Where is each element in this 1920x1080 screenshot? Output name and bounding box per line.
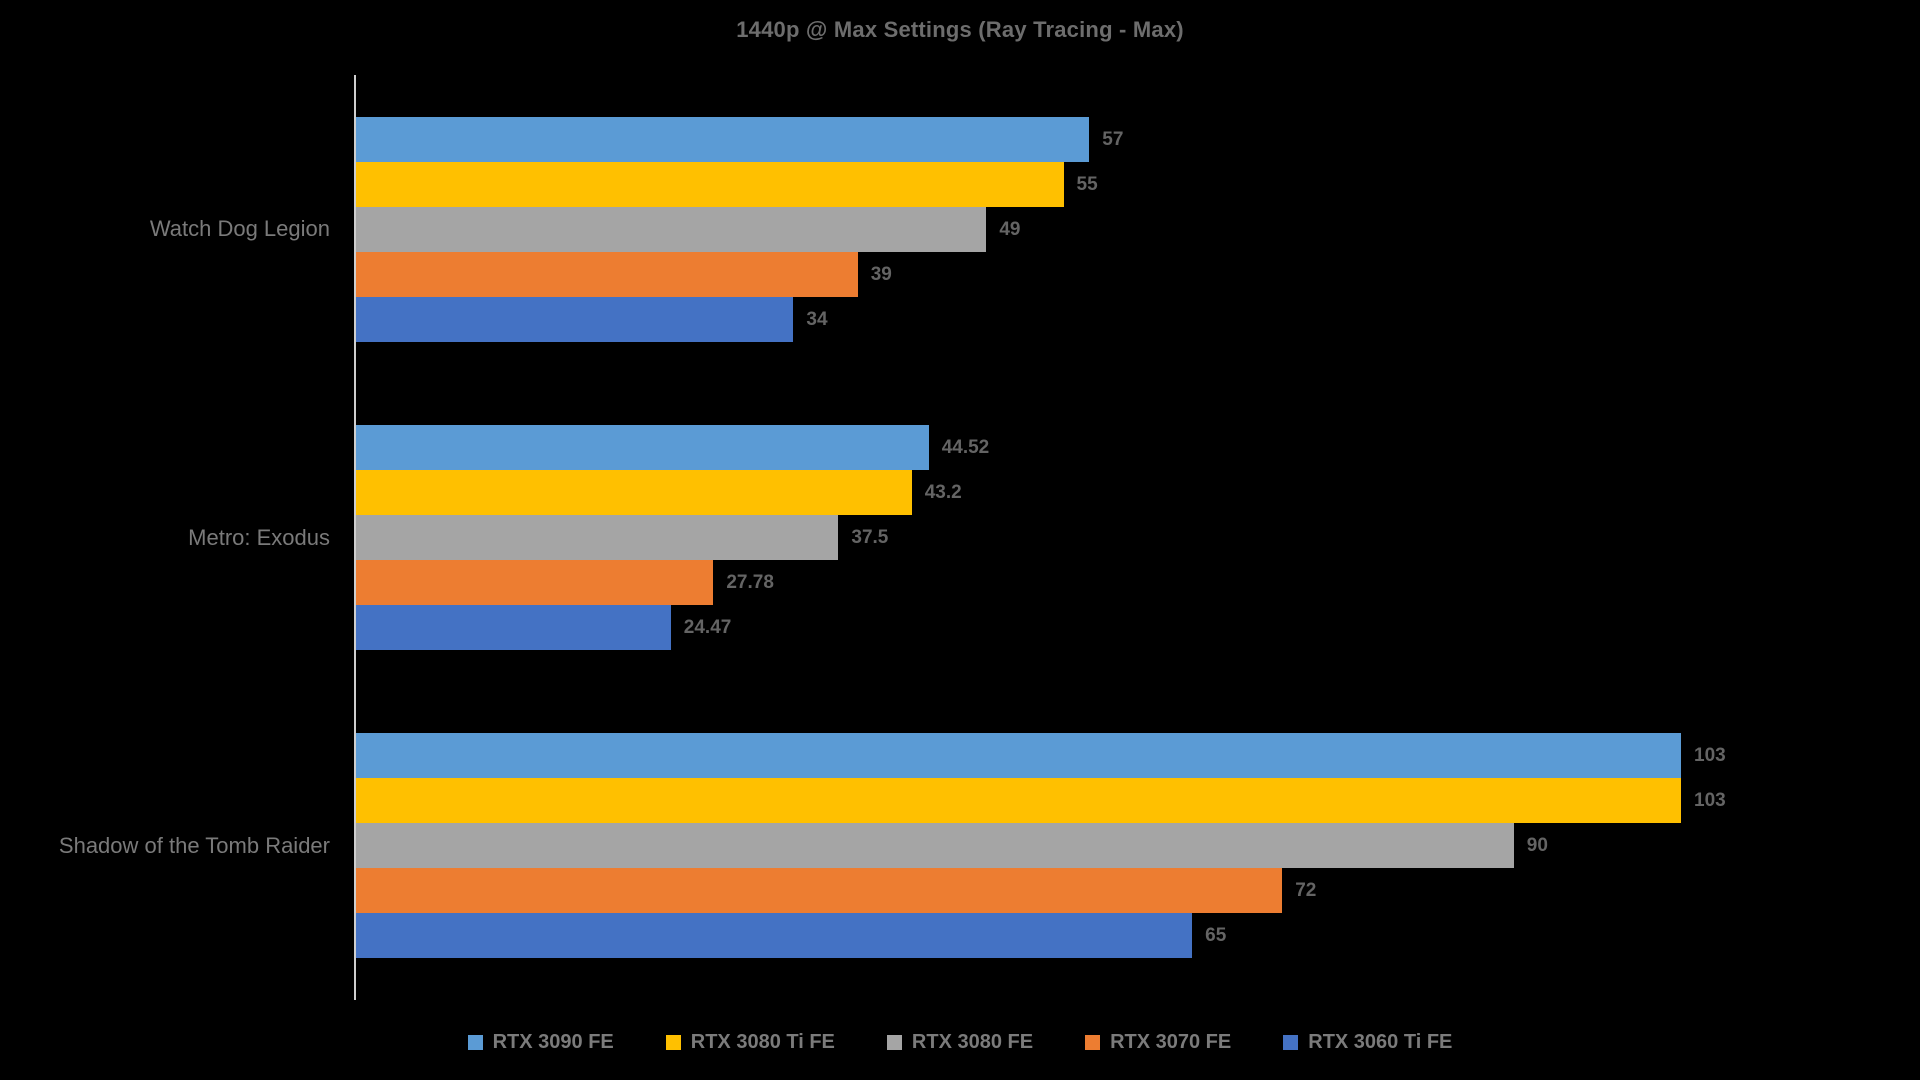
category-label: Watch Dog Legion (149, 216, 330, 242)
bar-value-label: 103 (1694, 790, 1726, 812)
bar-rtx-3080-fe (356, 823, 1514, 869)
bar-value-label: 43.2 (924, 482, 962, 503)
bar-value-label: 57 (1102, 128, 1124, 150)
bar-value-label: 65 (1205, 925, 1227, 947)
legend-swatch-icon (1085, 1035, 1101, 1050)
bar-value-label: 103 (1694, 745, 1726, 767)
bar-rtx-3060-ti-fe (356, 296, 794, 342)
legend-label: RTX 3060 Ti FE (1308, 1031, 1453, 1053)
legend-label: RTX 3080 Ti FE (690, 1031, 835, 1053)
legend-item-rtx-3080-fe: RTX 3080 FE (886, 1031, 1034, 1054)
bar-rtx-3080-fe (356, 515, 839, 560)
bar-value-label: 34 (806, 308, 828, 330)
bar-rtx-3060-ti-fe (356, 605, 671, 650)
legend-label: RTX 3080 FE (911, 1031, 1034, 1053)
legend-label: RTX 3070 FE (1110, 1031, 1232, 1053)
category-axis-line (354, 75, 356, 1000)
bar-value-label: 27.78 (726, 572, 774, 593)
legend-item-rtx-3060-ti-fe: RTX 3060 Ti FE (1283, 1031, 1452, 1054)
bar-value-label: 39 (870, 263, 892, 285)
bar-rtx-3070-fe (356, 868, 1283, 914)
legend-swatch-icon (467, 1035, 483, 1050)
bar-value-label: 49 (999, 218, 1021, 240)
legend-item-rtx-3090-fe: RTX 3090 FE (467, 1031, 614, 1054)
bar-value-label: 55 (1076, 173, 1098, 195)
bar-value-label: 72 (1295, 880, 1317, 902)
legend-swatch-icon (665, 1035, 681, 1050)
bar-rtx-3060-ti-fe (356, 913, 1193, 959)
bar-value-label: 90 (1526, 835, 1548, 857)
category-label: Metro: Exodus (188, 524, 330, 550)
chart-title: 1440p @ Max Settings (Ray Tracing - Max) (736, 17, 1184, 42)
bar-value-label: 37.5 (851, 527, 889, 548)
bar-rtx-3080-fe (356, 206, 987, 252)
legend-swatch-icon (886, 1035, 902, 1050)
legend-item-rtx-3070-fe: RTX 3070 FE (1085, 1031, 1231, 1054)
bar-rtx-3090-fe (356, 425, 929, 470)
bar-rtx-3080-ti-fe (356, 470, 912, 515)
bar-rtx-3070-fe (356, 251, 858, 297)
bar-rtx-3080-ti-fe (356, 161, 1064, 207)
bar-rtx-3080-ti-fe (356, 778, 1681, 824)
legend-swatch-icon (1283, 1035, 1299, 1050)
category-label: Shadow of the Tomb Raider (58, 832, 330, 858)
legend-item-rtx-3080-ti-fe: RTX 3080 Ti FE (665, 1031, 835, 1054)
bar-value-label: 44.52 (941, 437, 990, 458)
bar-rtx-3070-fe (356, 560, 714, 605)
legend-label: RTX 3090 FE (492, 1031, 614, 1053)
bar-rtx-3090-fe (356, 116, 1090, 162)
bar-value-label: 24.47 (683, 617, 732, 638)
bar-rtx-3090-fe (356, 733, 1681, 779)
legend: RTX 3090 FE RTX 3080 Ti FE RTX 3080 FE RTX … (0, 1031, 1920, 1054)
